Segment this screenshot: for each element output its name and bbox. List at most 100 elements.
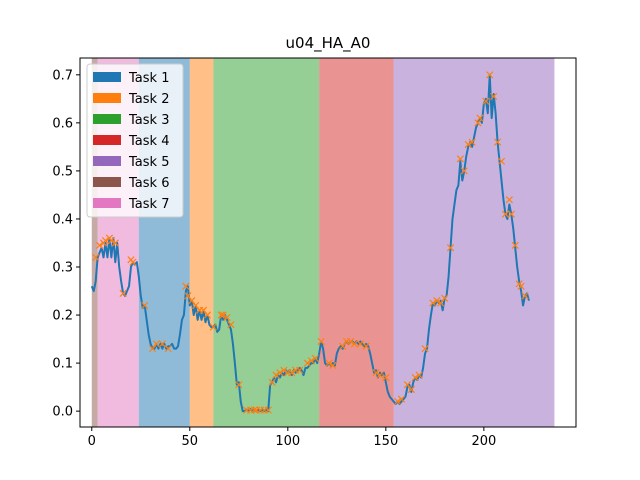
y-tick-label: 0.4 [52, 212, 73, 227]
task-span-task-6 [91, 58, 98, 427]
marker-point [501, 210, 510, 218]
marker-point [227, 321, 235, 329]
marker-point [223, 313, 231, 322]
marker-point [441, 294, 449, 302]
marker-point [276, 369, 284, 377]
legend-label: Task 1 [128, 71, 169, 86]
marker-point [350, 340, 359, 348]
legend-label: Task 5 [128, 155, 169, 170]
marker-point [356, 340, 364, 348]
x-tick-label: 200 [471, 434, 496, 449]
marker-point [339, 342, 347, 350]
marker-point [437, 299, 445, 307]
x-tick-label: 150 [373, 434, 398, 449]
y-tick-label: 0.2 [52, 309, 73, 324]
marker-point [184, 292, 192, 300]
marker-points [92, 71, 529, 414]
y-tick-label: 0.3 [52, 261, 73, 276]
y-tick-label: 0.7 [52, 68, 73, 83]
legend-swatch [93, 177, 121, 187]
task-span-task-4 [319, 58, 394, 427]
legend-label: Task 2 [128, 92, 169, 107]
series-lines [90, 73, 530, 413]
marker-point [464, 140, 472, 149]
legend-swatch [93, 135, 121, 145]
marker-point [219, 311, 227, 319]
marker-point [421, 345, 429, 353]
legend-swatch [93, 156, 121, 166]
marker-point [521, 292, 529, 300]
marker-point [376, 371, 384, 379]
marker-point [397, 395, 406, 403]
marker-point [288, 369, 296, 377]
marker-point [129, 258, 137, 266]
y-tick-label: 0.5 [52, 164, 73, 179]
axes-frame [79, 57, 577, 428]
legend-label: Task 4 [128, 134, 169, 149]
marker-point [235, 381, 243, 389]
marker-point [164, 345, 172, 353]
task-span-task-2 [189, 58, 214, 427]
legend-label: Task 3 [128, 113, 169, 128]
marker-point [199, 306, 208, 314]
marker-point [429, 299, 437, 307]
marker-point [280, 366, 288, 374]
marker-point [107, 236, 115, 245]
marker-point [119, 289, 127, 298]
marker-point [362, 342, 370, 350]
marker-point [497, 157, 506, 165]
marker-point [101, 236, 110, 245]
marker-point [268, 378, 276, 386]
legend-label: Task 7 [128, 197, 169, 212]
legend-label: Task 6 [128, 176, 169, 191]
marker-point [303, 359, 312, 367]
y-tick-label: 0.6 [52, 116, 73, 131]
task-spans [91, 58, 555, 427]
marker-point [148, 345, 157, 353]
marker-point [505, 196, 513, 204]
marker-point [456, 155, 464, 163]
marker-point [188, 297, 196, 305]
marker-point [468, 138, 476, 146]
marker-point [411, 373, 419, 382]
marker-point [476, 114, 484, 122]
marker-point [203, 311, 212, 319]
marker-point [486, 71, 494, 79]
marker-point [307, 357, 315, 365]
task-span-task-3 [213, 58, 320, 427]
x-tick-label: 0 [88, 434, 96, 449]
x-tick-label: 50 [182, 434, 199, 449]
y-tick-label: 0.1 [52, 357, 73, 372]
marker-point [182, 282, 190, 290]
marker-point [329, 361, 337, 370]
marker-point [393, 397, 402, 406]
legend-swatch [93, 198, 121, 208]
legend-swatch [93, 72, 121, 82]
marker-point [95, 241, 104, 250]
marker-point [446, 244, 455, 252]
legend-swatch [93, 93, 121, 103]
marker-point [152, 340, 161, 348]
marker-point [507, 210, 515, 218]
chart-title: u04_HA_A0 [286, 34, 371, 53]
x-tick-label: 100 [275, 434, 300, 449]
marker-point [482, 97, 490, 105]
marker-point [493, 138, 502, 146]
marker-point [264, 406, 272, 414]
marker-point [295, 366, 304, 374]
legend-swatch [93, 114, 121, 124]
marker-point [317, 337, 325, 346]
axes: 0 50 100 150 200 0.0 0.1 0.2 0.3 0.4 0.5 0.6 0.7 [52, 57, 577, 449]
marker-point [111, 239, 119, 247]
marker-point [192, 301, 200, 310]
marker-point [433, 297, 441, 305]
marker-point [141, 301, 149, 310]
series-line-0 [90, 73, 530, 413]
marker-point [517, 282, 525, 290]
task-span-task-5 [393, 58, 555, 427]
marker-point [209, 323, 217, 331]
marker-point [272, 371, 280, 379]
marker-point [250, 406, 259, 414]
marker-point [325, 359, 333, 367]
marker-point [460, 167, 468, 175]
